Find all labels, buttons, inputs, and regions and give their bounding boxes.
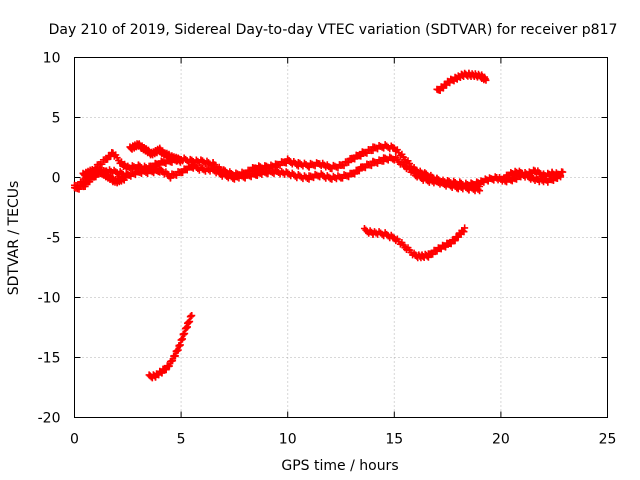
data-point-marker <box>345 158 353 166</box>
chart-title: Day 210 of 2019, Sidereal Day-to-day VTE… <box>49 22 618 38</box>
series-group <box>126 140 185 166</box>
data-point-marker <box>476 187 484 195</box>
data-point-marker <box>461 224 469 232</box>
data-point-marker <box>559 168 567 176</box>
data-point-marker <box>177 156 185 163</box>
data-point-marker <box>474 185 482 193</box>
x-axis-label: GPS time / hours <box>281 458 398 474</box>
series-group <box>145 312 196 382</box>
y-tick-label: 5 <box>52 111 61 127</box>
data-point-marker <box>340 162 348 170</box>
grid-lines <box>74 57 608 418</box>
series-group <box>79 165 130 187</box>
data-point-marker <box>429 250 437 258</box>
x-tick-label: 5 <box>177 432 186 448</box>
y-tick-label: -5 <box>47 231 61 247</box>
x-tick-label: 10 <box>279 432 297 448</box>
data-point-marker <box>122 174 130 181</box>
data-point-marker <box>367 162 375 170</box>
data-point-marker <box>98 160 106 168</box>
data-point-marker <box>557 173 565 181</box>
data-point-marker <box>81 183 89 190</box>
series-group <box>71 153 484 195</box>
y-tick-labels: -20 -15 -10 -5 0 5 10 <box>38 51 61 427</box>
data-point-marker <box>165 362 173 370</box>
data-point-marker <box>188 312 196 319</box>
series-group <box>497 166 565 183</box>
y-tick-label: -20 <box>38 411 61 427</box>
data-point-marker <box>482 76 490 84</box>
data-point-marker <box>351 170 359 178</box>
data-point-marker <box>355 167 363 175</box>
data-point-marker <box>357 152 365 160</box>
y-tick-label: 10 <box>43 51 61 67</box>
axis-ticks <box>74 57 608 418</box>
data-point-marker <box>86 178 94 186</box>
x-tick-label: 0 <box>70 432 79 448</box>
data-point-marker <box>501 175 509 183</box>
data-point-marker <box>158 369 166 377</box>
data-point-marker <box>169 357 177 365</box>
series-group <box>433 69 490 94</box>
x-tick-label: 20 <box>492 432 510 448</box>
data-point-marker <box>555 172 563 179</box>
y-tick-label: 0 <box>52 171 61 187</box>
x-tick-label: 15 <box>385 432 403 448</box>
data-point-marker <box>451 237 459 245</box>
data-point-marker <box>441 243 449 251</box>
data-points <box>71 69 567 382</box>
y-axis-label: SDTVAR / TECUs <box>6 181 22 296</box>
series-group <box>360 224 469 262</box>
data-point-marker <box>351 155 359 163</box>
x-tick-label: 25 <box>599 432 617 448</box>
y-tick-label: -10 <box>38 291 61 307</box>
plot-frame <box>74 57 608 418</box>
y-tick-label: -15 <box>38 351 61 367</box>
x-tick-labels: 0 5 10 15 20 25 <box>70 432 616 448</box>
